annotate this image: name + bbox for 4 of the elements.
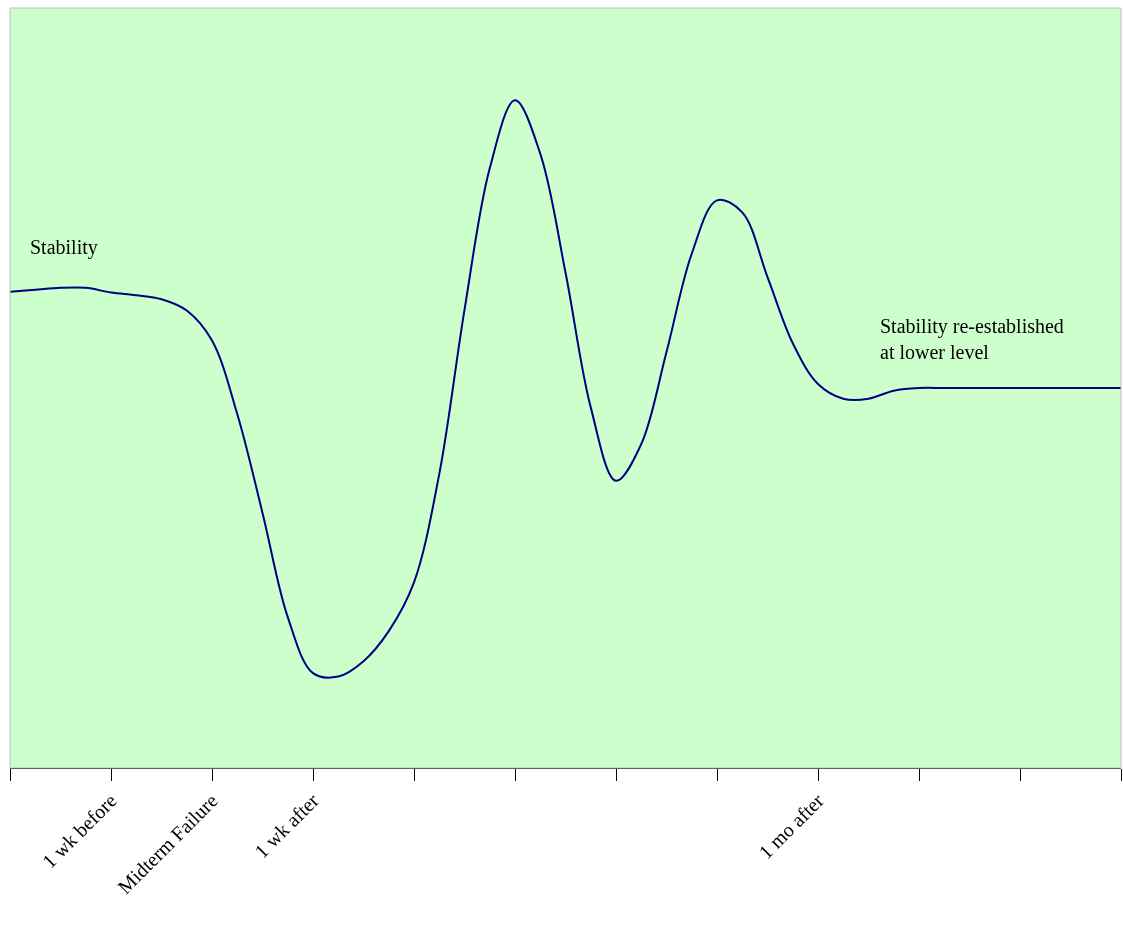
- annotation: Stability: [30, 236, 98, 259]
- x-tick-label: 1 wk after: [250, 789, 324, 863]
- annotation: Stability re-established at lower level: [880, 315, 1064, 363]
- x-tick-label: 1 mo after: [754, 789, 829, 864]
